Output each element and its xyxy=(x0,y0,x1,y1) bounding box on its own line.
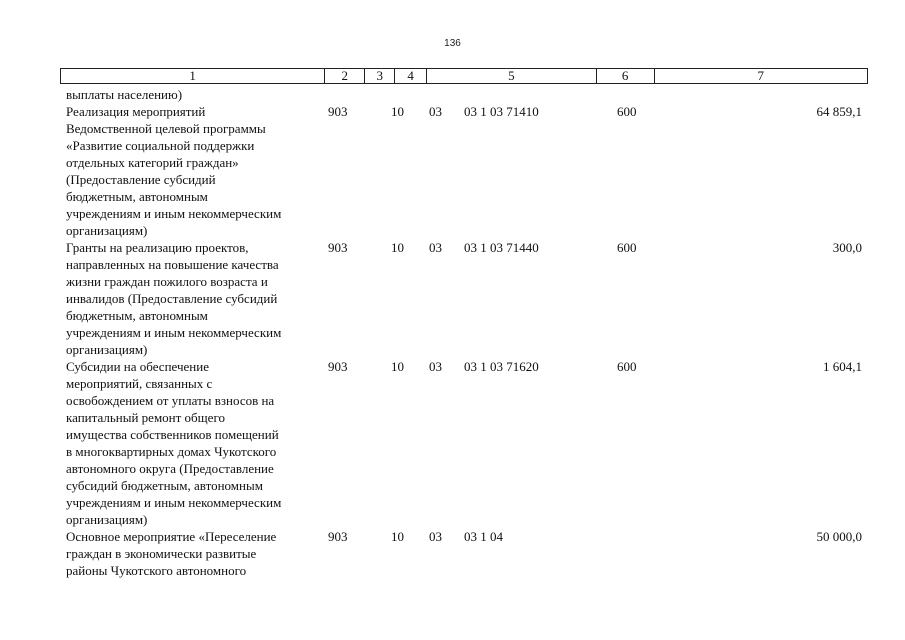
table-row: выплаты населению) xyxy=(60,86,868,103)
row-vr: 600 xyxy=(617,359,637,374)
row-csr: 03 1 04 xyxy=(464,529,503,544)
row-vr: 600 xyxy=(617,240,637,255)
row-name: Гранты на реализацию проектов, направлен… xyxy=(66,240,282,357)
row-gr: 903 xyxy=(328,359,348,374)
row-csr: 03 1 03 71410 xyxy=(464,104,539,119)
row-rz: 10 xyxy=(391,104,404,119)
table-row: Субсидии на обеспечение мероприятий, свя… xyxy=(60,358,868,528)
row-gr: 903 xyxy=(328,529,348,544)
row-rz: 10 xyxy=(391,240,404,255)
column-header-3: 3 xyxy=(364,69,394,83)
column-header-4: 4 xyxy=(394,69,426,83)
row-prz: 03 xyxy=(429,529,442,544)
row-sum: 300,0 xyxy=(832,240,862,255)
row-sum: 64 859,1 xyxy=(816,104,863,119)
table-row: Основное мероприятие «Переселение гражда… xyxy=(60,528,868,579)
row-sum: 1 604,1 xyxy=(823,359,862,374)
row-csr: 03 1 03 71440 xyxy=(464,240,539,255)
row-gr: 903 xyxy=(328,240,348,255)
row-sum: 50 000,0 xyxy=(816,529,863,544)
table-row: Гранты на реализацию проектов, направлен… xyxy=(60,239,868,358)
row-gr: 903 xyxy=(328,104,348,119)
row-prz: 03 xyxy=(429,104,442,119)
row-prz: 03 xyxy=(429,359,442,374)
table-row: Реализация мероприятий Ведомственной цел… xyxy=(60,103,868,239)
column-header-6: 6 xyxy=(595,69,654,83)
row-name: выплаты населению) xyxy=(66,87,183,102)
row-vr: 600 xyxy=(617,104,637,119)
column-header-5: 5 xyxy=(426,69,596,83)
column-header-2: 2 xyxy=(324,69,364,83)
row-name: Основное мероприятие «Переселение гражда… xyxy=(66,529,277,578)
row-name: Субсидии на обеспечение мероприятий, свя… xyxy=(66,359,282,527)
row-name: Реализация мероприятий Ведомственной цел… xyxy=(66,104,282,238)
row-prz: 03 xyxy=(429,240,442,255)
page-number: 136 xyxy=(444,38,461,49)
column-header-7: 7 xyxy=(653,69,867,83)
row-rz: 10 xyxy=(391,359,404,374)
row-csr: 03 1 03 71620 xyxy=(464,359,539,374)
column-header-1: 1 xyxy=(189,68,196,83)
table-header: 1 2 3 4 5 6 7 xyxy=(60,68,868,84)
table-body: выплаты населению) Реализация мероприяти… xyxy=(60,86,868,579)
row-rz: 10 xyxy=(391,529,404,544)
